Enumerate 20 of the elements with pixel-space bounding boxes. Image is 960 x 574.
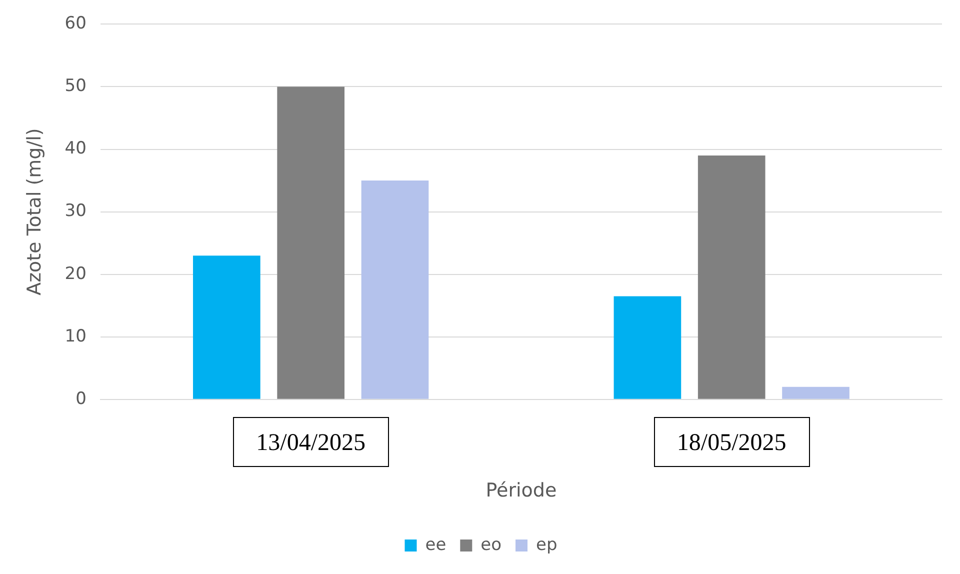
bar bbox=[361, 180, 429, 399]
y-tick-label: 20 bbox=[64, 264, 86, 284]
y-tick-label: 40 bbox=[64, 138, 86, 159]
y-tick-label: 0 bbox=[76, 388, 86, 409]
bar bbox=[782, 386, 850, 399]
x-tick-label: 18/05/2025 bbox=[676, 430, 786, 456]
bar bbox=[193, 256, 260, 399]
y-axis-title: Azote Total (mg/l) bbox=[23, 128, 46, 296]
y-tick-label: 60 bbox=[64, 14, 86, 34]
legend-label: ee bbox=[425, 534, 446, 555]
y-tick-label: 10 bbox=[64, 326, 86, 346]
bar bbox=[614, 296, 682, 399]
y-tick-label: 50 bbox=[64, 76, 86, 96]
legend-label: eo bbox=[480, 534, 502, 555]
bar bbox=[698, 156, 766, 399]
bar bbox=[277, 86, 344, 399]
x-axis-title: Période bbox=[486, 480, 557, 502]
legend-label: ep bbox=[536, 534, 558, 555]
y-tick-label: 30 bbox=[64, 201, 86, 222]
x-tick-label: 13/04/2025 bbox=[256, 430, 366, 456]
